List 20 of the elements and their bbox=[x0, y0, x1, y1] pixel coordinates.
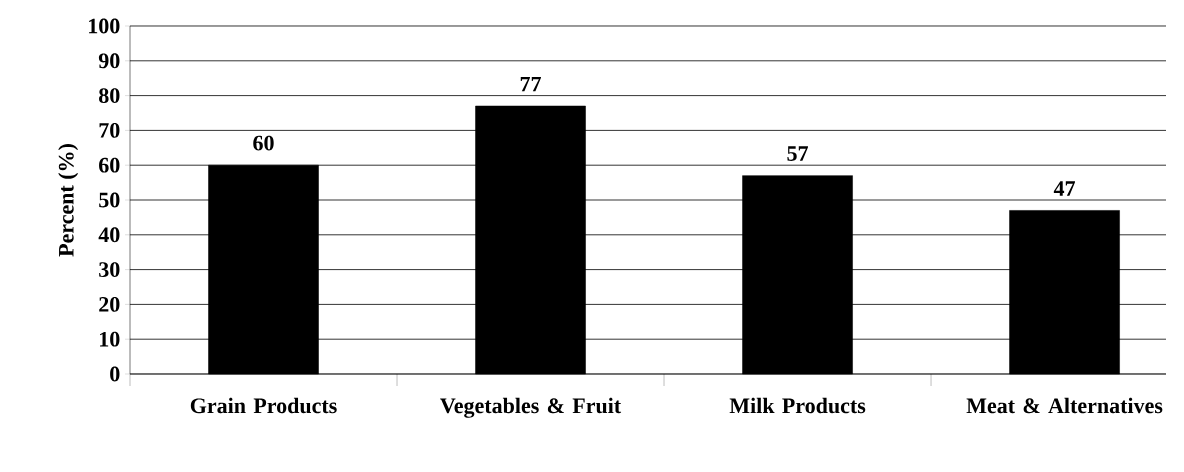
data-label: 60 bbox=[253, 135, 274, 151]
y-tick-label: 50 bbox=[99, 192, 120, 208]
y-tick-label: 0 bbox=[110, 366, 120, 382]
y-tick-label: 10 bbox=[100, 331, 120, 347]
y-tick-label: 30 bbox=[99, 262, 120, 278]
x-tick-label: Meat & Alternatives bbox=[966, 397, 1163, 414]
data-label: 47 bbox=[1053, 181, 1075, 196]
y-tick-label: 90 bbox=[98, 53, 120, 69]
data-label: 57 bbox=[787, 146, 808, 161]
x-tick-label: Vegetables & Fruit bbox=[440, 397, 622, 418]
y-axis-title: Percent (%) bbox=[58, 144, 79, 257]
y-tick-label: 80 bbox=[99, 88, 120, 104]
x-tick-label: Milk Products bbox=[729, 397, 866, 414]
y-tick-label: 20 bbox=[99, 296, 120, 312]
y-tick-label: 60 bbox=[99, 157, 120, 173]
data-label: 77 bbox=[520, 76, 541, 92]
y-tick-label: 40 bbox=[98, 227, 120, 243]
x-tick-label: Grain Products bbox=[190, 397, 337, 414]
y-tick-label: 100 bbox=[89, 18, 120, 34]
y-tick-label: 70 bbox=[99, 122, 120, 138]
